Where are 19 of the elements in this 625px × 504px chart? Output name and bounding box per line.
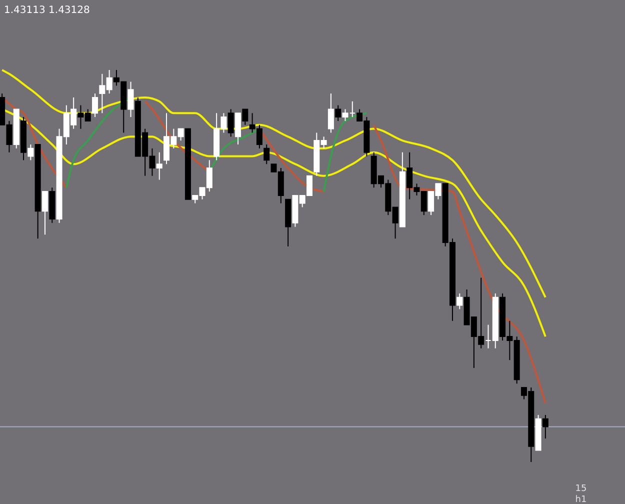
candlestick [342,108,348,122]
candlestick [28,144,34,161]
candlestick [264,144,270,165]
candlestick [485,324,492,349]
candlestick [242,108,248,126]
candlestick [128,81,134,118]
candlestick [456,292,463,310]
text: h1 [575,495,587,504]
candlestick [335,104,342,122]
candlestick [92,93,98,118]
chart-title: 1.43113 1.43128 [4,5,90,16]
candlestick [235,112,242,145]
candlestick [328,93,334,134]
candlestick [228,108,234,138]
candlestick [42,191,48,236]
candlestick [542,414,548,439]
candlestick [349,100,356,118]
text: 15 [575,484,587,494]
candlestick [156,152,162,180]
